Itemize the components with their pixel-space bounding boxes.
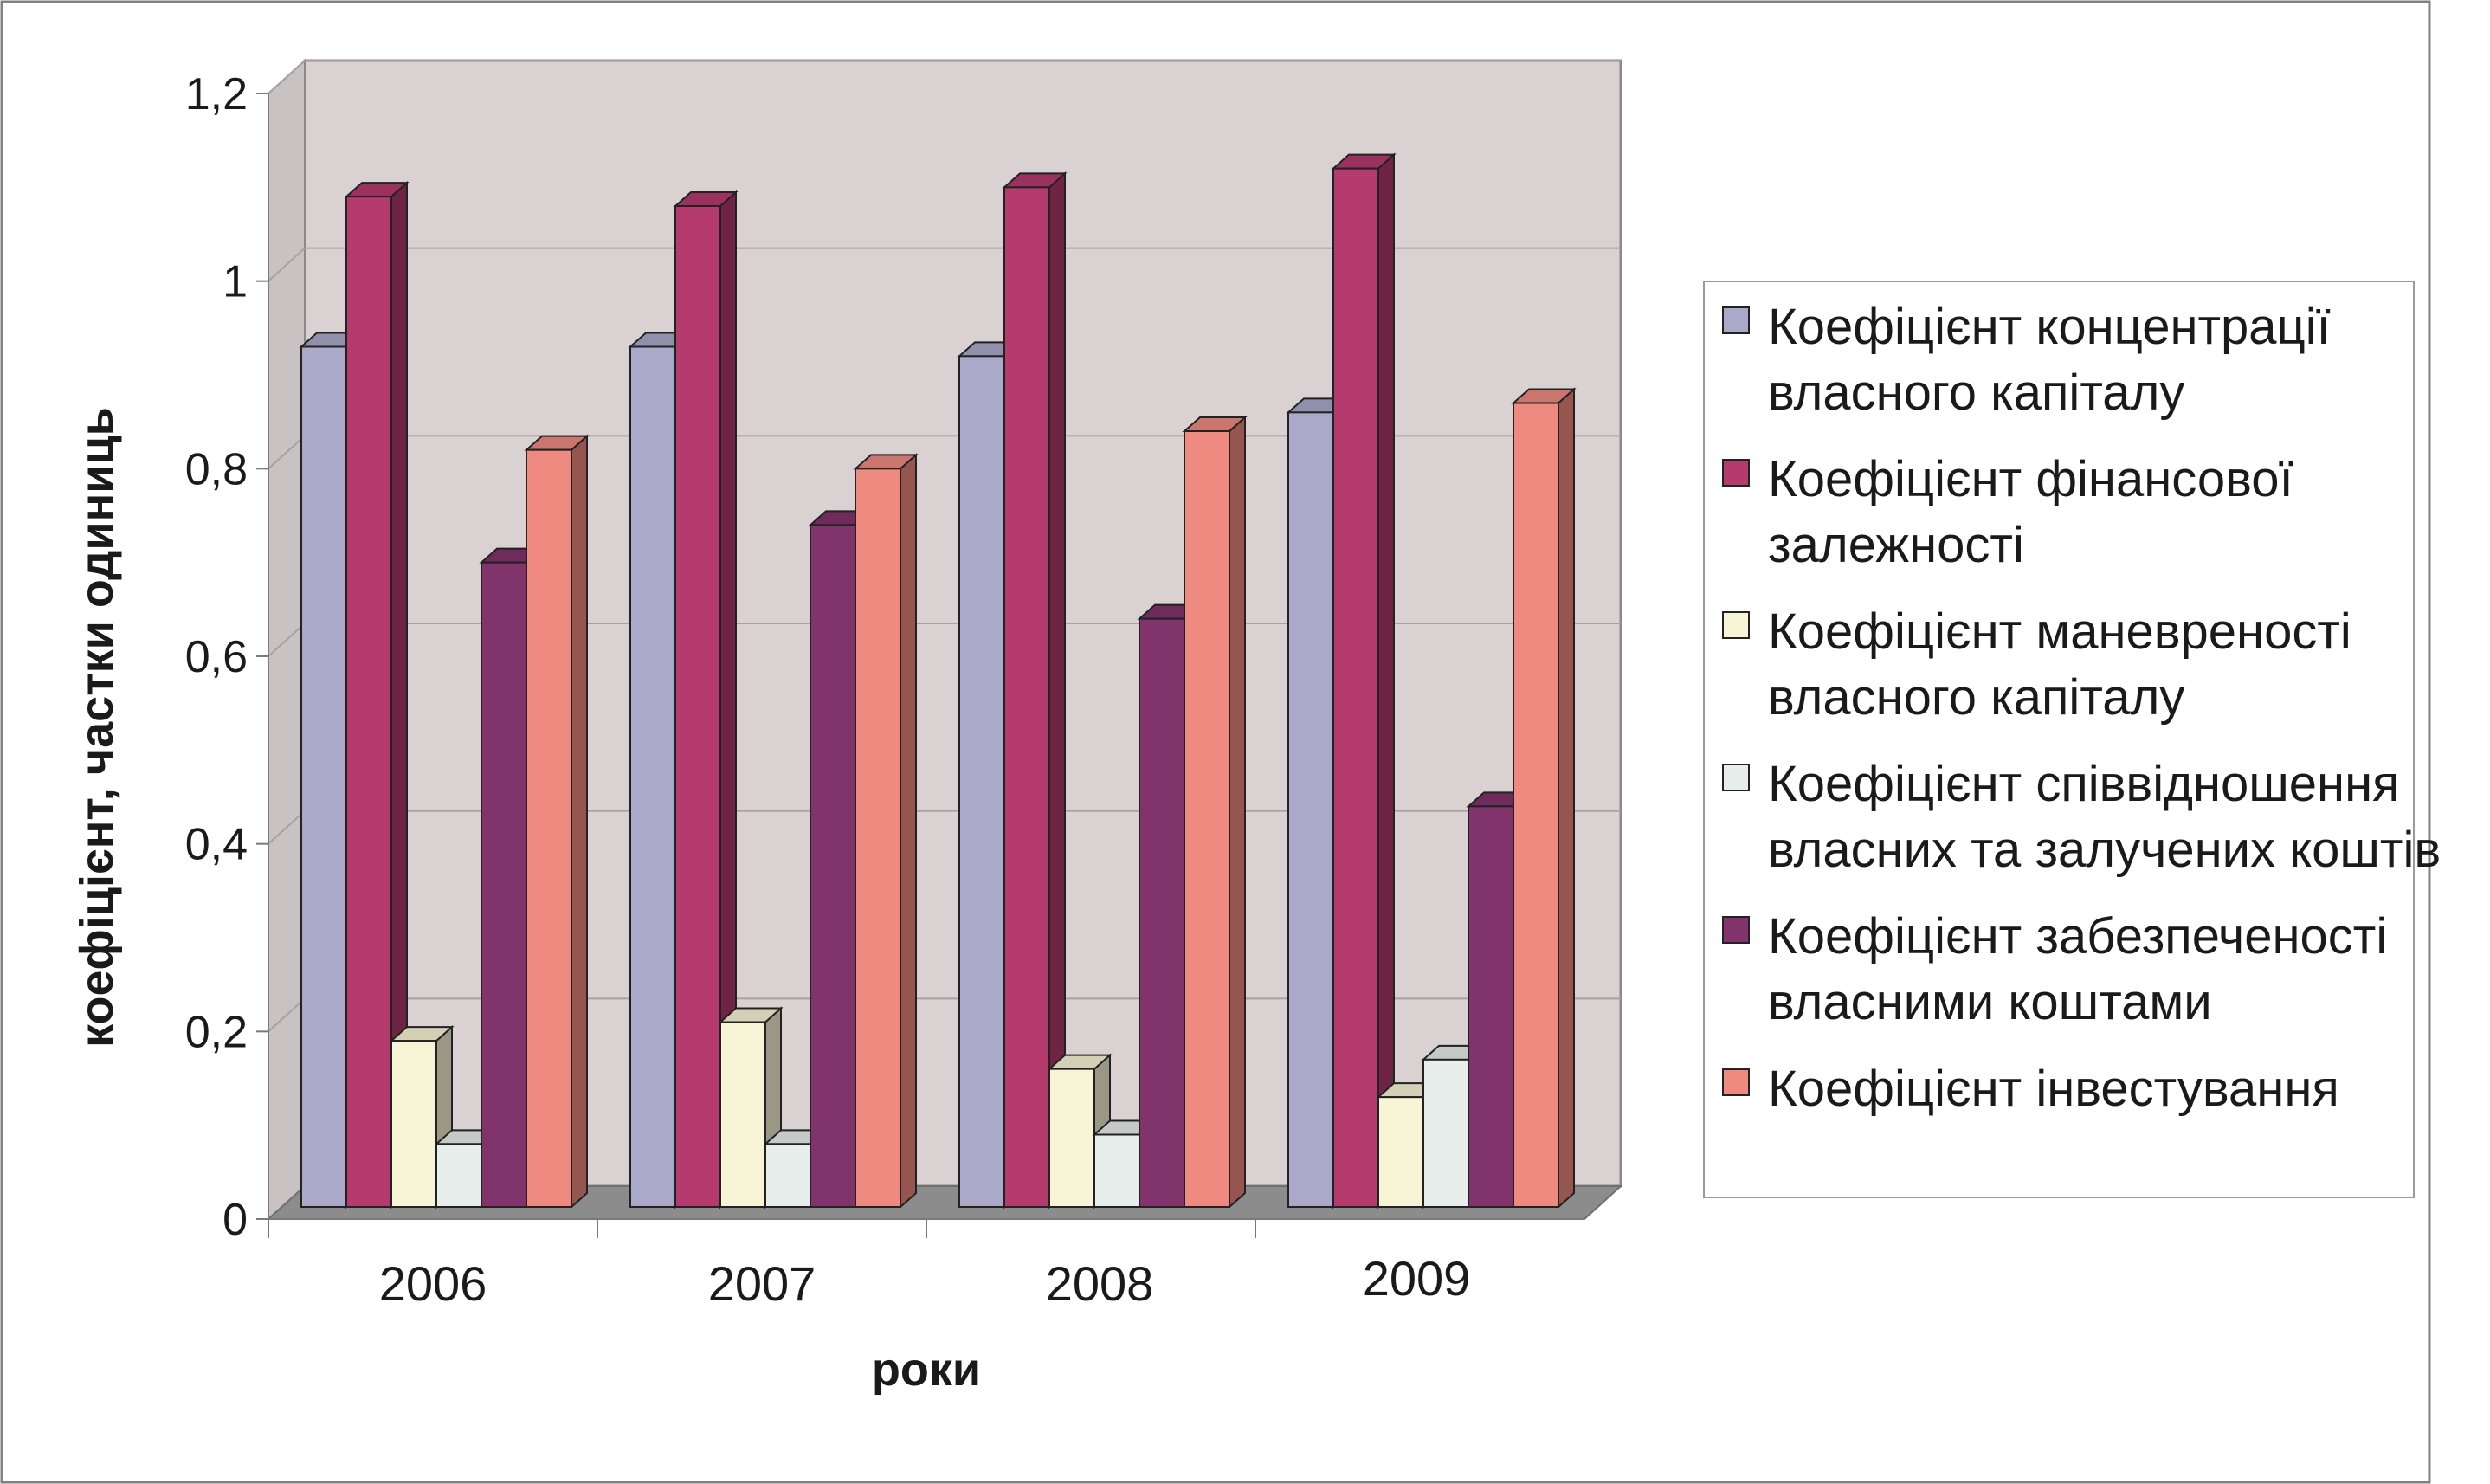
y-tick-label: 1,2 bbox=[185, 69, 248, 119]
bar-front bbox=[855, 468, 901, 1208]
legend-entry: Коефіцієнт маневреності власного капіталу bbox=[1722, 603, 2351, 726]
gridline-side bbox=[268, 435, 306, 470]
bar-front bbox=[1287, 411, 1334, 1209]
legend-label: власного капіталу bbox=[1768, 365, 2184, 421]
bar-front bbox=[390, 1040, 437, 1208]
legend-label: залежності bbox=[1768, 517, 2024, 573]
bar-front bbox=[674, 205, 721, 1208]
bar-front bbox=[1093, 1133, 1140, 1208]
bar-front bbox=[629, 345, 676, 1208]
bar-front bbox=[1048, 1068, 1095, 1208]
bars bbox=[299, 152, 1577, 1210]
legend-swatch bbox=[1722, 459, 1750, 487]
legend-entry: Коефіцієнт співвідношення власних та залу… bbox=[1722, 756, 2441, 878]
bar bbox=[344, 180, 410, 1210]
bar-front bbox=[1377, 1096, 1424, 1208]
legend-swatch bbox=[1722, 611, 1750, 639]
bar-side bbox=[571, 434, 588, 1210]
y-tick-label: 0,6 bbox=[185, 632, 248, 682]
bar-front bbox=[958, 355, 1005, 1209]
x-tick-label: 2007 bbox=[708, 1256, 816, 1311]
axes: 0 0,2 0,4 0,6 0,8 1 1,2 2006 2007 2008 2009 bbox=[185, 69, 1584, 1311]
legend-swatch bbox=[1722, 306, 1750, 334]
legend-label: власними коштами bbox=[1768, 974, 2212, 1030]
legend-entry: Коефіцієнт фінансової залежності bbox=[1722, 451, 2293, 573]
y-tick-label: 0 bbox=[223, 1195, 248, 1245]
bar bbox=[1331, 152, 1397, 1210]
gridline-side bbox=[268, 247, 306, 282]
bar-front bbox=[1003, 186, 1050, 1208]
bar-front bbox=[526, 448, 572, 1208]
bar-side bbox=[900, 453, 917, 1210]
bar bbox=[673, 190, 739, 1210]
bar-front bbox=[1332, 167, 1379, 1209]
x-tick-label: 2008 bbox=[1046, 1256, 1154, 1311]
bar-side bbox=[1229, 415, 1246, 1210]
bar-front bbox=[719, 1021, 766, 1208]
plot-area bbox=[266, 58, 1623, 1222]
x-tick-label: 2009 bbox=[1363, 1251, 1471, 1306]
bar-front bbox=[764, 1143, 811, 1209]
legend-label: Коефіцієнт маневреності bbox=[1768, 603, 2351, 660]
legend-label: Коефіцієнт забезпеченості bbox=[1768, 908, 2387, 965]
legend-label: власного капіталу bbox=[1768, 669, 2184, 726]
bar-front bbox=[300, 345, 347, 1208]
bar bbox=[524, 434, 590, 1210]
bar-front bbox=[345, 196, 392, 1209]
legend-label: Коефіцієнт інвестування bbox=[1768, 1061, 2339, 1117]
legend-box bbox=[1703, 281, 2415, 1198]
legend: Коефіцієнт концентрації власного капіталу… bbox=[1703, 281, 2441, 1198]
gridline-side bbox=[268, 60, 306, 94]
legend-entry: Коефіцієнт концентрації власного капіталу bbox=[1722, 299, 2331, 421]
y-axis-title: коефіцієнт, частки одиниць bbox=[71, 407, 123, 1048]
legend-label: Коефіцієнт концентрації bbox=[1768, 299, 2331, 355]
legend-swatch bbox=[1722, 764, 1750, 791]
bar-front bbox=[435, 1143, 482, 1209]
legend-entry: Коефіцієнт інвестування bbox=[1722, 1061, 2339, 1117]
y-tick-label: 0,2 bbox=[185, 1007, 248, 1057]
bar-side bbox=[1048, 171, 1066, 1210]
bar-side bbox=[1558, 387, 1575, 1210]
legend-label: власних та залучених коштів bbox=[1768, 822, 2441, 878]
gridline-side bbox=[268, 623, 306, 657]
bar-side bbox=[1377, 152, 1395, 1210]
y-tick-label: 1 bbox=[223, 257, 248, 307]
legend-label: Коефіцієнт фінансової bbox=[1768, 451, 2293, 507]
legend-entry: Коефіцієнт забезпеченості власними коштам… bbox=[1722, 908, 2387, 1030]
y-tick-label: 0,8 bbox=[185, 444, 248, 494]
legend-label: Коефіцієнт співвідношення bbox=[1768, 756, 2400, 812]
y-tick-label: 0,4 bbox=[185, 820, 248, 870]
x-axis-title: роки bbox=[872, 1344, 981, 1396]
x-tick-label: 2006 bbox=[379, 1256, 487, 1311]
bar bbox=[1511, 387, 1577, 1210]
bar-front bbox=[1422, 1058, 1469, 1209]
bar-front bbox=[1468, 805, 1514, 1208]
legend-swatch bbox=[1722, 916, 1750, 944]
bar bbox=[1002, 171, 1068, 1210]
bar-front bbox=[1184, 430, 1230, 1208]
bar-front bbox=[1513, 402, 1559, 1208]
gridline-side bbox=[268, 997, 306, 1033]
bar bbox=[853, 453, 919, 1210]
gridline-side bbox=[268, 810, 306, 845]
legend-swatch bbox=[1722, 1068, 1750, 1096]
bar bbox=[1182, 415, 1248, 1210]
bar-front bbox=[810, 524, 856, 1208]
bar-front bbox=[481, 561, 527, 1208]
bar-front bbox=[1139, 617, 1185, 1208]
